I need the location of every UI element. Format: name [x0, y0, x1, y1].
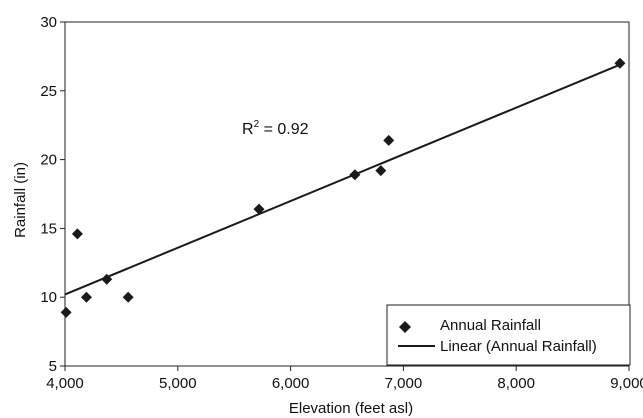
- legend-diamond-marker-icon: [399, 321, 411, 333]
- x-tick-label: 5,000: [159, 375, 197, 392]
- y-tick-label: 25: [40, 83, 57, 100]
- legend-label-linear-trend: Linear (Annual Rainfall): [440, 338, 597, 355]
- data-points: [60, 57, 626, 318]
- y-tick-label: 5: [49, 358, 57, 375]
- plot-area-frame: [64, 21, 630, 367]
- x-tick-label: 6,000: [272, 375, 310, 392]
- data-point-diamond: [349, 169, 361, 181]
- x-tick-label: 4,000: [46, 375, 84, 392]
- x-axis-title: Elevation (feet asl): [289, 400, 413, 417]
- x-tick-label: 9,000: [610, 375, 643, 392]
- data-point-diamond: [71, 228, 83, 240]
- legend: Annual Rainfall Linear (Annual Rainfall): [386, 304, 631, 366]
- y-tick-label: 15: [40, 220, 57, 237]
- data-point-diamond: [101, 273, 113, 285]
- data-point-diamond: [614, 57, 626, 69]
- y-tick-label: 30: [40, 14, 57, 31]
- x-tick-label: 7,000: [385, 375, 423, 392]
- trendline-layer: [64, 63, 621, 296]
- y-axis-title: Rainfall (in): [12, 162, 29, 238]
- data-point-diamond: [383, 134, 395, 146]
- data-point-diamond: [253, 203, 265, 215]
- r-squared-annotation: R2 = 0.92: [242, 119, 309, 138]
- y-tick-label: 10: [40, 289, 57, 306]
- axes: 4,000 5,000 6,000 7,000 8,000 9,000 5 10 15 20 25 3…: [40, 14, 643, 392]
- x-tick-label: 8,000: [497, 375, 535, 392]
- trendline: [64, 63, 621, 296]
- data-point-diamond: [122, 291, 134, 303]
- data-point-diamond: [60, 306, 72, 318]
- y-tick-label: 20: [40, 152, 57, 169]
- legend-label-annual-rainfall: Annual Rainfall: [440, 317, 541, 334]
- data-point-diamond: [80, 291, 92, 303]
- data-point-diamond: [375, 165, 387, 177]
- legend-box: [386, 304, 631, 366]
